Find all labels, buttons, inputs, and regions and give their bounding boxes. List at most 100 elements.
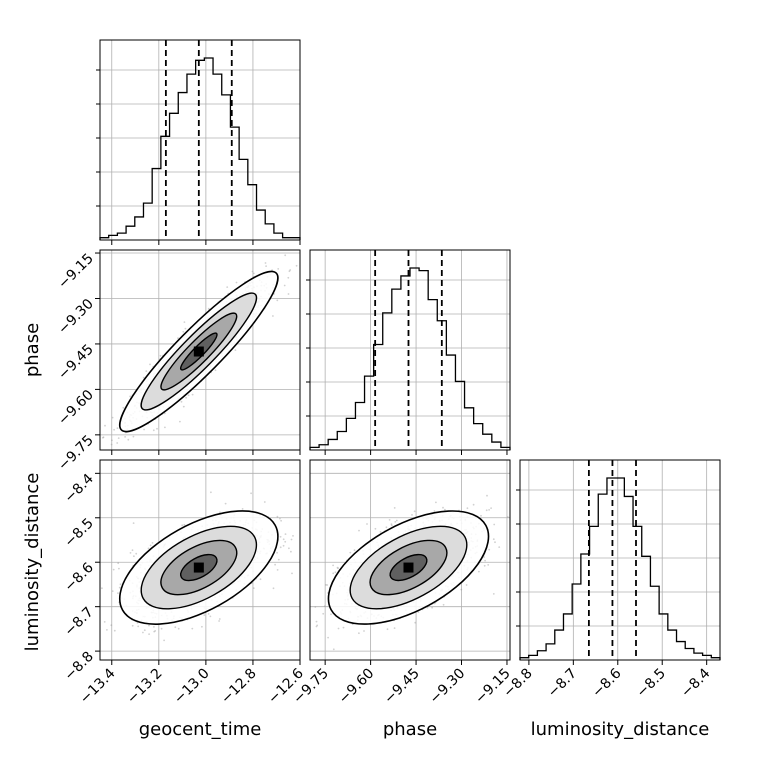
sample-point (250, 492, 253, 495)
sample-point (506, 516, 509, 518)
sample-point (358, 529, 360, 532)
sample-point (191, 393, 194, 396)
sample-point (337, 567, 339, 570)
sample-point (117, 437, 120, 439)
sample-point (210, 491, 212, 494)
sample-point (214, 369, 217, 372)
sample-point (148, 624, 150, 627)
sample-point (334, 571, 337, 574)
sample-point (442, 506, 444, 509)
sample-point (336, 566, 339, 569)
sample-point (133, 555, 135, 558)
sample-point (102, 436, 105, 439)
y-tick-label: −8.7 (61, 604, 96, 639)
sample-point (472, 503, 475, 506)
sample-point (112, 568, 115, 571)
sample-point (413, 510, 416, 513)
sample-point (279, 535, 282, 538)
sample-point (385, 526, 388, 529)
sample-point (314, 606, 317, 608)
sample-point (390, 524, 393, 527)
sample-point (113, 428, 115, 431)
sample-point (234, 349, 237, 351)
sample-point (486, 494, 488, 497)
sample-point (122, 406, 125, 409)
x-axis-label-phase: phase (383, 719, 437, 740)
sample-point (259, 578, 262, 581)
y-tick-label: −9.15 (55, 251, 97, 293)
sample-point (182, 330, 185, 333)
sample-point (129, 552, 132, 554)
sample-point (143, 629, 146, 632)
x-tick-label: −13.2 (124, 666, 166, 708)
sample-point (207, 307, 210, 310)
sample-point (145, 370, 148, 372)
sample-point (187, 394, 190, 397)
axis-labels: geocent_time phase luminosity_distance p… (22, 323, 709, 740)
sample-point (287, 276, 290, 279)
panel-frame (309, 459, 511, 661)
sample-point (117, 592, 119, 594)
sample-point (149, 363, 151, 366)
x-tick-label: −9.30 (427, 666, 469, 708)
sample-point (326, 584, 329, 586)
sample-point (113, 629, 116, 632)
sample-point (316, 624, 319, 627)
sample-point (485, 509, 488, 512)
y-tick-label: −8.6 (61, 560, 96, 595)
sample-point (282, 538, 285, 541)
sample-point (426, 606, 429, 609)
sample-point (277, 558, 280, 561)
scatter-panel-luminosity_distance-vs-phase: −9.75 −9.60 −9.45 −9.30 −9.15 (290, 459, 514, 708)
sample-point (183, 321, 186, 323)
sample-point (291, 572, 293, 575)
sample-point (353, 549, 356, 552)
sample-point (127, 438, 130, 441)
sample-point (241, 508, 244, 510)
sample-point (183, 523, 186, 526)
sample-point (119, 583, 122, 586)
sample-point (379, 531, 382, 533)
sample-point (488, 509, 490, 511)
y-tick-label: −8.4 (61, 471, 96, 506)
sample-point (323, 605, 326, 607)
sample-point (431, 606, 433, 609)
sample-point (135, 552, 138, 555)
sample-point (164, 426, 166, 429)
sample-point (137, 625, 140, 628)
panel-background (520, 460, 720, 660)
y-tick-label: −9.45 (55, 341, 97, 383)
sample-point (276, 515, 279, 518)
sample-point (374, 527, 377, 530)
sample-point (116, 442, 119, 444)
sample-point (337, 627, 340, 630)
sample-point (184, 327, 187, 330)
sample-point (411, 514, 413, 516)
sample-point (235, 281, 238, 284)
sample-point (153, 626, 155, 628)
x-tick-label: −9.45 (381, 666, 423, 708)
sample-point (488, 548, 491, 551)
sample-point (386, 628, 389, 631)
sample-point (284, 533, 287, 535)
sample-point (131, 624, 134, 627)
sample-point (393, 507, 396, 509)
y-tick-label: −9.60 (55, 387, 97, 429)
sample-point (276, 569, 279, 571)
sample-point (290, 538, 293, 541)
sample-point (149, 544, 152, 547)
x-tick-label: −8.7 (545, 666, 580, 701)
sample-point (179, 420, 181, 423)
sample-point (132, 435, 135, 438)
sample-point (363, 630, 365, 632)
sample-point (142, 376, 145, 379)
sample-point (393, 627, 396, 629)
sample-point (492, 538, 495, 541)
sample-point (124, 436, 126, 438)
sample-point (315, 620, 318, 623)
sample-point (142, 631, 144, 634)
scatter-panel-phase-vs-geocent_time: −9.75−9.60−9.45−9.30−9.15 (55, 249, 301, 474)
sample-point (174, 626, 177, 629)
sample-point (494, 541, 496, 544)
